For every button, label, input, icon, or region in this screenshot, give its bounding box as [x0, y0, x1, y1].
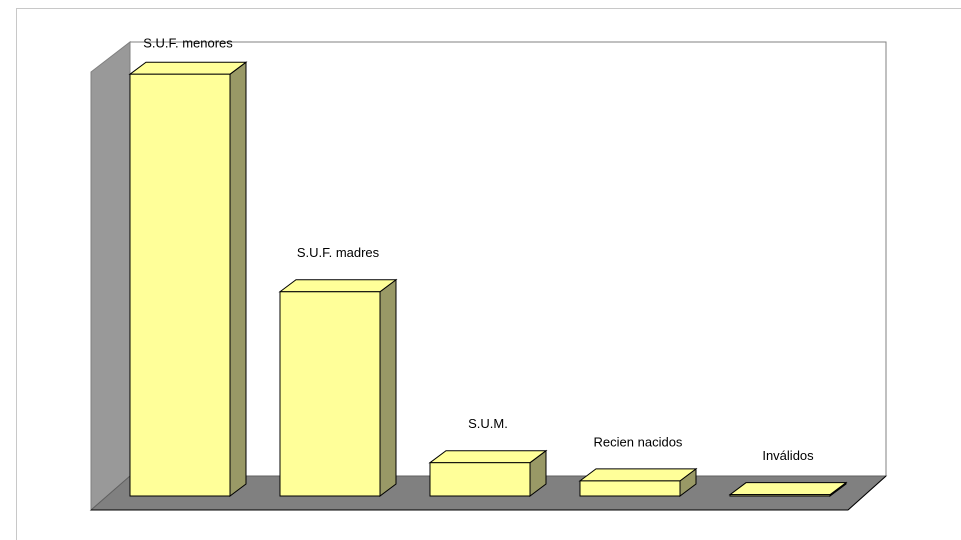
- side-wall: [90, 40, 131, 512]
- bar-side: [379, 278, 397, 497]
- floor-edge: [847, 475, 887, 511]
- bar-top: [578, 468, 698, 482]
- bar: [729, 494, 831, 497]
- bar-side: [229, 61, 247, 497]
- bar-label: S.U.F. menores: [143, 35, 233, 50]
- bar-top: [428, 450, 548, 464]
- bar-label: S.U.M.: [468, 416, 508, 431]
- bar: [579, 480, 681, 497]
- bar-top: [728, 482, 848, 496]
- bar-label: S.U.F. madres: [297, 245, 380, 260]
- bar: [429, 462, 531, 497]
- bar: [279, 291, 381, 497]
- bar-label: Inválidos: [762, 448, 814, 463]
- bar: [129, 73, 231, 497]
- bar-top: [278, 279, 398, 293]
- bar-label: Recien nacidos: [594, 434, 683, 449]
- bar-top: [128, 61, 248, 75]
